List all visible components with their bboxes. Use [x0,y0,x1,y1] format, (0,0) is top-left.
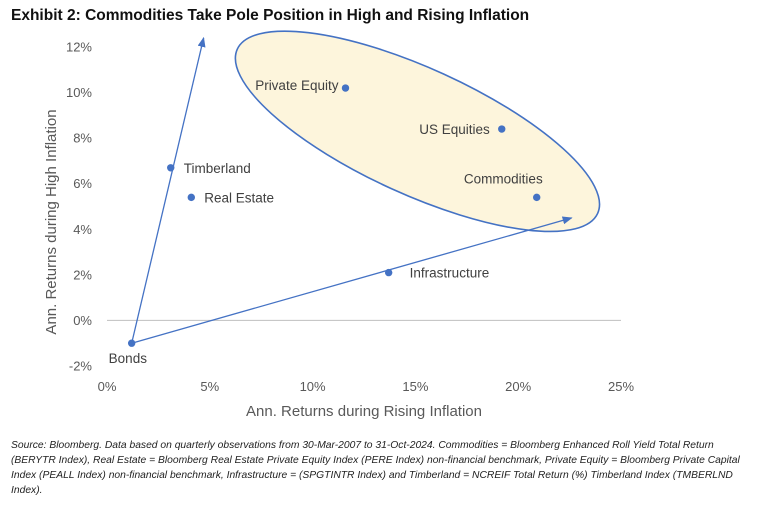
highlight-ellipse [234,30,601,233]
label-private-equity: Private Equity [255,78,339,93]
y-tick-label: 10% [66,85,92,100]
y-tick-label: 4% [73,222,92,237]
label-commodities: Commodities [464,171,543,186]
source-note: Source: Bloomberg. Data based on quarter… [11,440,740,496]
scatter-chart: Bonds Timberland Real Estate Private Equity… [43,30,634,420]
y-tick-label: 8% [73,131,92,146]
label-timberland: Timberland [184,161,251,176]
label-bonds: Bonds [109,351,148,366]
y-tick-label: 12% [66,40,92,55]
y-axis-title: Ann. Returns during High Inflation [43,109,60,334]
point-private-equity [341,84,350,92]
point-bonds [127,339,136,347]
chart-title: Exhibit 2: Commodities Take Pole Positio… [11,7,530,24]
point-us-equities [498,125,506,133]
x-tick-label: 20% [505,379,531,394]
x-axis-title: Ann. Returns during Rising Inflation [246,403,482,420]
y-tick-label: 0% [73,313,92,328]
x-tick-label: 10% [300,379,326,394]
label-us-equities: US Equities [419,122,490,137]
x-tick-label: 15% [402,379,428,394]
arrow-1 [131,36,206,344]
x-tick-label: 0% [98,379,117,394]
y-tick-label: 2% [73,267,92,282]
label-infrastructure: Infrastructure [410,266,490,281]
point-commodities [533,193,541,202]
point-infrastructure [384,268,393,277]
x-tick-label: 5% [200,379,219,394]
y-tick-label: -2% [69,359,93,374]
y-tick-label: 6% [73,176,92,191]
label-real-estate: Real Estate [204,190,274,205]
point-timberland [167,164,175,172]
point-real-estate [187,193,195,202]
arrow-2 [131,216,573,344]
x-tick-label: 25% [608,379,634,394]
